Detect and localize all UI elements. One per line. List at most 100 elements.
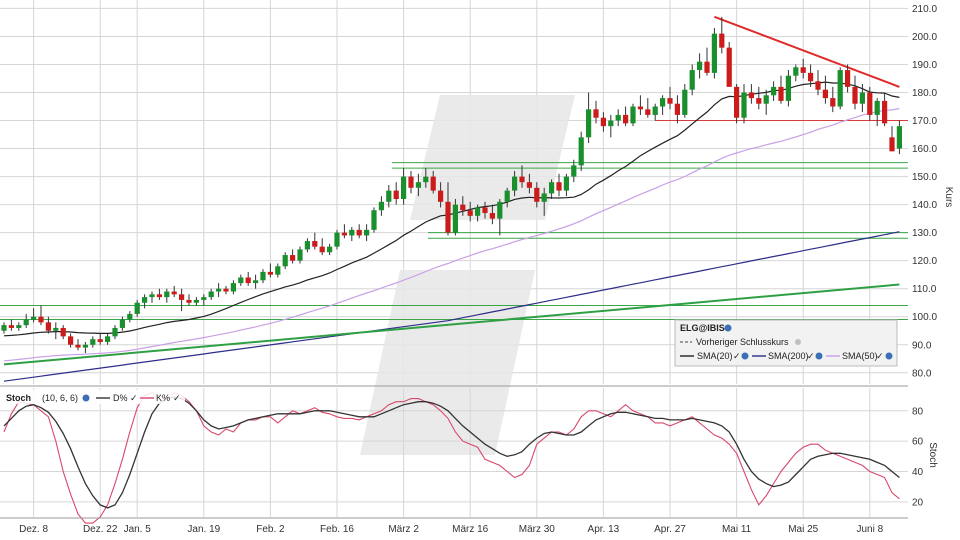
candle-down [556,182,562,191]
d-check-icon[interactable]: ✓ [130,393,138,403]
candle-down [267,271,273,275]
price-tick-label: 100.0 [912,312,937,323]
stoch-params: (10, 6, 6) [42,393,78,403]
candle-down [489,213,495,219]
x-tick-label: Jan. 5 [124,524,152,535]
candle-down [68,336,74,345]
x-tick-label: Feb. 2 [256,524,285,535]
x-tick-label: März 16 [452,524,489,535]
candle-up [571,165,577,177]
price-tick-label: 210.0 [912,4,937,15]
candle-up [127,313,133,320]
candle-down [356,229,362,236]
price-tick-label: 190.0 [912,60,937,71]
candle-up [785,75,791,101]
x-tick-label: März 30 [519,524,556,535]
candle-up [1,325,7,331]
stoch-axis-label: Stoch [927,442,938,468]
candle-up [82,344,88,348]
x-tick-label: Dez. 8 [19,524,48,535]
k-check-icon[interactable]: ✓ [173,393,181,403]
candle-down [393,190,399,200]
candle-up [608,120,614,127]
candle-up [193,299,199,303]
candle-up [793,67,799,76]
stoch-tick-label: 80 [912,406,924,417]
candle-down [186,299,192,303]
candle-down [60,327,66,337]
candle-down [45,322,51,331]
sma200-gear-icon[interactable] [815,352,823,360]
candle-up [112,327,118,337]
sma20-check-icon[interactable]: ✓ [733,351,741,361]
prev-close-toggle-icon[interactable] [795,339,801,345]
sma200-line [3,231,900,382]
stoch-d-line [3,396,900,509]
sma50-gear-icon[interactable] [885,352,893,360]
candle-up [253,280,259,284]
candle-up [230,283,236,292]
candle-down [482,207,488,214]
candle-up [423,176,429,183]
candle-up [630,106,636,124]
candle-up [386,190,392,202]
candle-up [260,271,266,281]
candle-down [156,294,162,298]
candle-down [8,325,14,328]
candle-down [815,81,821,90]
stoch-gear-icon[interactable] [82,394,90,402]
legend-sma200: SMA(200) [768,351,809,361]
x-tick-label: Mai 25 [788,524,818,535]
price-tick-label: 180.0 [912,88,937,99]
candle-down [800,67,806,73]
candle-up [105,336,111,342]
candle-up [874,100,880,115]
sma20-gear-icon[interactable] [741,352,749,360]
x-tick-label: Feb. 16 [320,524,354,535]
candle-up [452,204,458,233]
candle-down [808,72,814,82]
candle-up [334,232,340,247]
legend-symbol-gear-icon[interactable] [724,324,732,332]
candle-down [171,291,177,295]
candle-down [319,246,325,253]
x-tick-label: Apr. 13 [588,524,620,535]
candle-down [726,47,732,87]
stoch-name: Stoch [6,393,31,403]
candle-down [526,182,532,188]
candle-down [845,70,851,87]
legend-sma50: SMA(50) [842,351,878,361]
price-tick-label: 150.0 [912,172,937,183]
candle-up [689,70,695,90]
candle-up [142,297,148,303]
sma50-check-icon[interactable]: ✓ [876,351,884,361]
x-tick-label: Jan. 19 [187,524,220,535]
indicator-legend: ELG@IBIS Vorheriger Schlusskurs SMA(20) … [674,319,898,367]
candle-up [497,201,503,219]
candle-up [771,86,777,96]
candle-up [504,190,510,202]
candlesticks [1,16,902,354]
stoch-tick-label: 60 [912,437,924,448]
candle-up [304,241,310,250]
candle-down [822,89,828,99]
candle-up [652,106,658,115]
candle-up [149,294,155,298]
legend-prev-close: Vorheriger Schlusskurs [696,337,789,347]
candle-up [134,302,140,314]
price-tick-label: 80.0 [912,368,932,379]
price-axis: 80.0 90.0 100.0 110.0 120.0 130.0 140.0 150.0 16… [912,4,937,379]
candle-up [615,114,621,121]
candle-up [837,70,843,107]
x-tick-label: Apr. 27 [654,524,686,535]
candle-up [297,249,303,261]
candle-up [859,92,865,104]
price-tick-label: 120.0 [912,256,937,267]
candle-up [23,319,29,326]
candle-up [238,277,244,284]
sma200-check-icon[interactable]: ✓ [807,351,815,361]
candle-down [445,201,451,233]
candle-up [364,229,370,236]
